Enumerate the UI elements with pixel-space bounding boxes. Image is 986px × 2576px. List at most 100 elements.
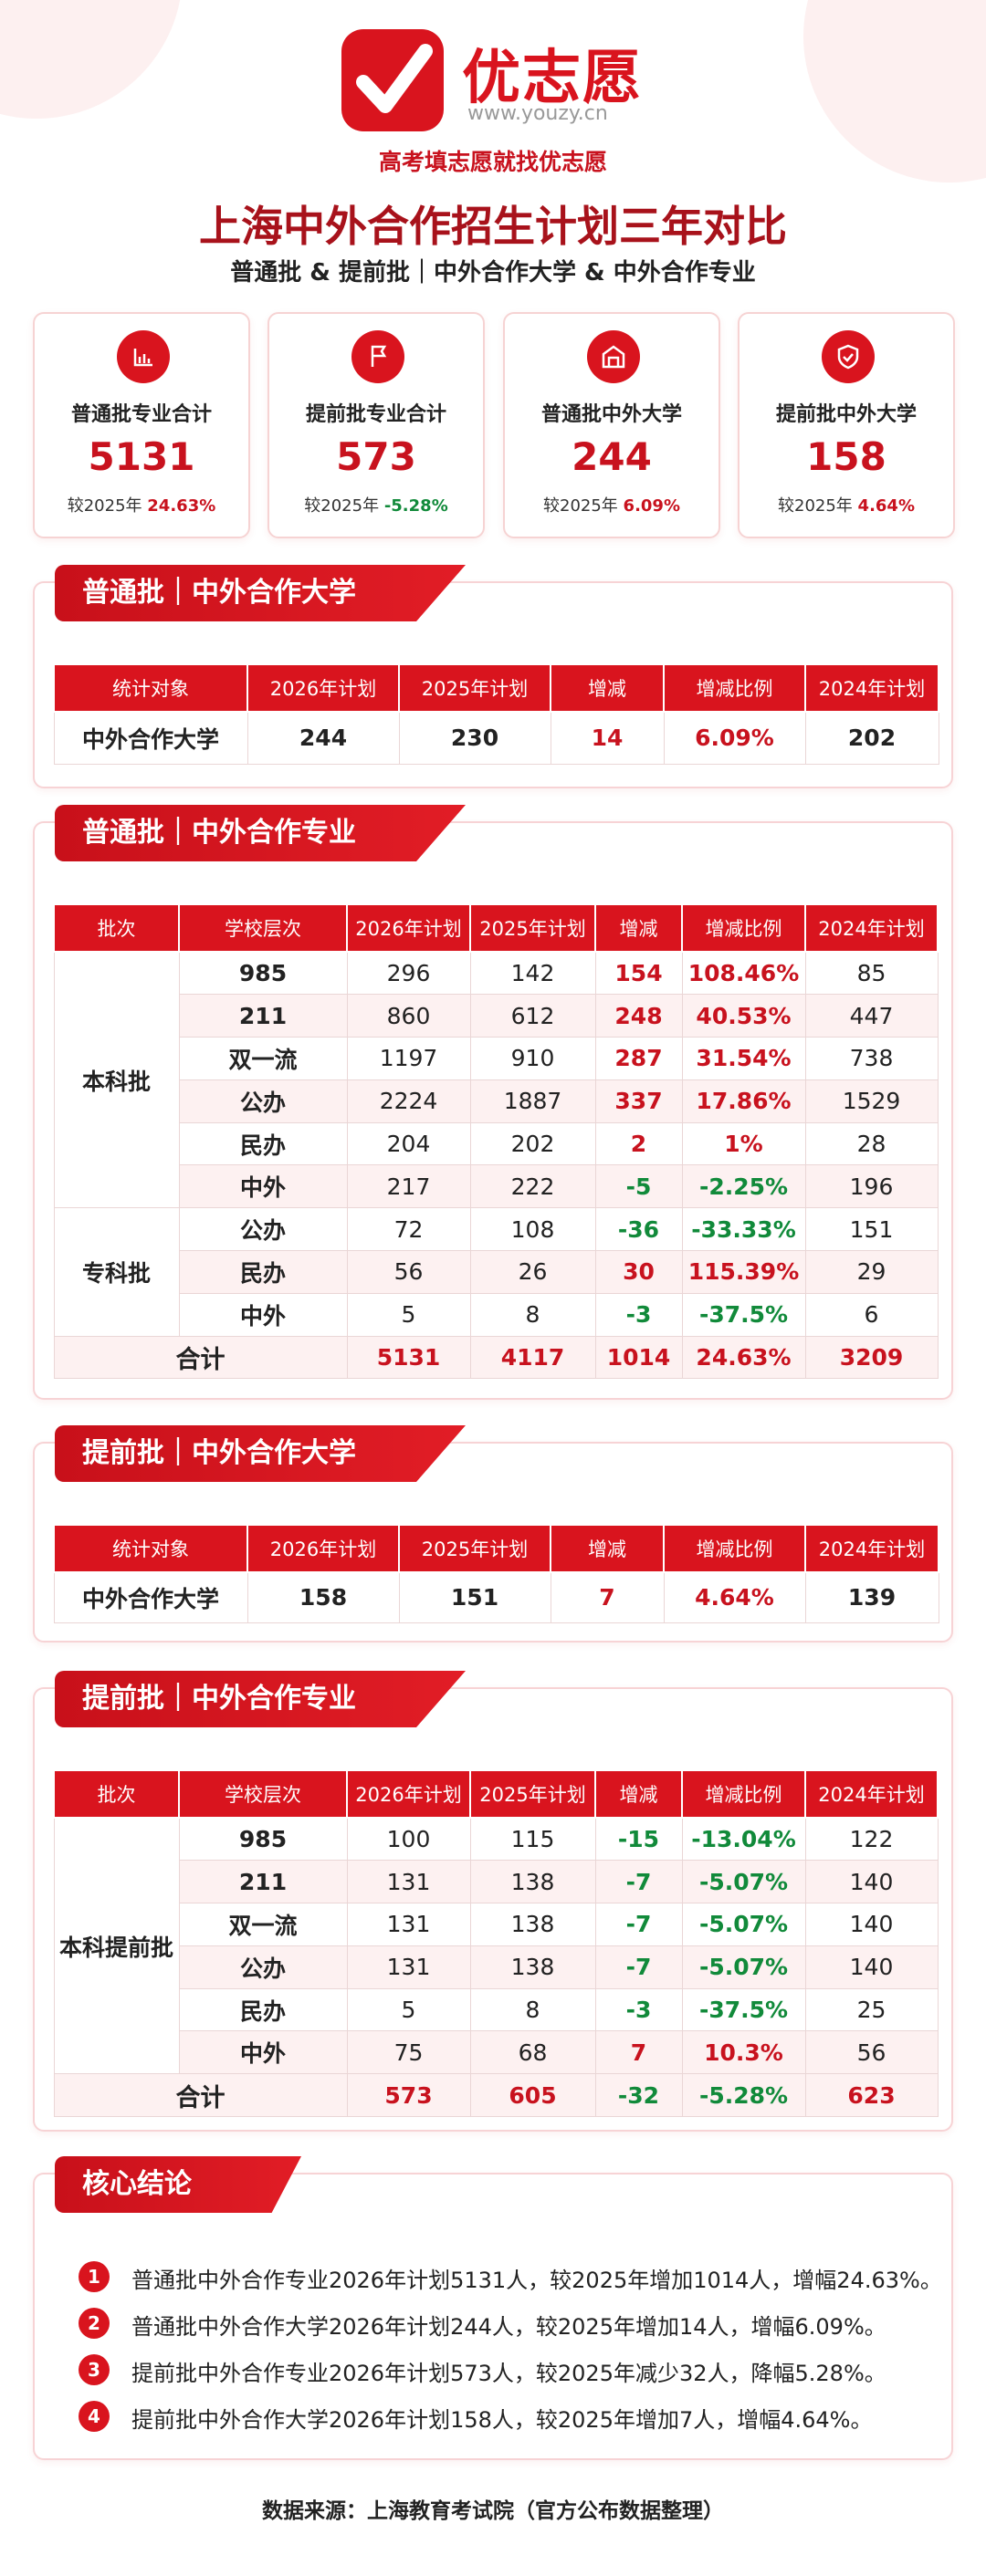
header-cell: 2024年计划 [804,1524,939,1573]
cell: 中外合作大学 [53,1571,248,1623]
cell: 151 [804,1207,939,1252]
stat-card: 提前批中外大学 158 较2025年 4.64% [738,312,955,538]
header-cell: 增减 [550,663,665,713]
cell: 115.39% [681,1250,806,1294]
card-compare: 较2025年 4.64% [740,493,953,516]
cell: 115 [469,1817,596,1862]
total-cell: 573 [346,2073,471,2118]
cell: 1887 [469,1079,596,1123]
data-row: 中外 217 222 -5 -2.25% 196 [54,1164,939,1209]
header-cell: 增减比例 [681,1769,806,1819]
brand: 优志愿 [462,45,643,112]
cell: 985 [178,1817,348,1862]
cell: 204 [346,1121,471,1166]
cell: 196 [804,1164,939,1209]
total-row: 合计 573 605 -32 -5.28% 623 [53,2073,939,2118]
cell: 860 [346,994,471,1038]
data-row: 中外合作大学 158 151 7 4.64% 139 [53,1571,939,1623]
cell: -5 [594,1164,683,1209]
total-cell: 合计 [53,1335,348,1380]
cell: 公办 [178,1079,348,1123]
item-text: 普通批中外合作大学2026年计划244人，较2025年增加14人，增幅6.09%… [131,2314,886,2340]
source: 数据来源：上海教育考试院（官方公布数据整理） [262,2499,724,2523]
card-value: 244 [572,434,652,479]
header-row: 统计对象 2026年计划 2025年计划 增减 增减比例 2024年计划 [53,1524,939,1573]
header-cell: 批次 [53,1769,180,1819]
cell: 211 [178,1860,348,1904]
header-cell: 2026年计划 [346,903,471,953]
cell: 140 [804,1903,939,1946]
cell: 29 [804,1250,939,1294]
cell: -37.5% [681,1292,806,1337]
cell: 140 [804,1860,939,1904]
total-cell: 3209 [804,1335,939,1380]
section-title: 普通批｜中外合作专业 [55,805,466,861]
title: 上海中外合作招生计划三年对比 [199,202,787,251]
compare-text: 较2025年 [543,496,618,516]
header-cell: 2026年计划 [246,1524,400,1573]
cell: 25 [804,1987,939,2032]
compare-text: 较2025年 [67,496,142,516]
cell: 108 [469,1207,596,1252]
cell: 287 [594,1037,683,1080]
data-row: 211 131 138 -7 -5.07% 140 [54,1860,939,1904]
header-cell: 增减 [550,1524,665,1573]
data-row: 公办 2224 1887 337 17.86% 1529 [54,1079,939,1123]
cell: 202 [469,1121,596,1166]
cell: 75 [346,2030,471,2075]
data-row: 专科批 公办 72 108 -36 -33.33% 151 [53,1207,939,1337]
cell: 72 [346,1207,471,1252]
card-value: 158 [806,434,886,479]
cell: 双一流 [178,1037,348,1080]
cell: 151 [398,1571,551,1623]
subtitle: 普通批 & 提前批｜中外合作大学 & 中外合作专业 [230,259,756,287]
card-label: 普通批中外大学 [540,403,682,426]
card-value: 5131 [88,434,195,479]
total-cell: 1014 [594,1335,683,1380]
cell: 68 [469,2030,596,2075]
cell: 738 [804,1037,939,1080]
cell: 公办 [178,1207,348,1252]
header-cell: 2026年计划 [346,1769,471,1819]
header-row: 统计对象 2026年计划 2025年计划 增减 增减比例 2024年计划 [53,663,939,713]
cell: 6.09% [663,711,806,765]
header-cell: 增减 [594,1769,683,1819]
logo [341,29,444,131]
header-cell: 2024年计划 [804,663,939,713]
cell: 296 [346,951,471,996]
cell: -5.07% [681,1945,806,1989]
cell: 108.46% [681,951,806,996]
header-cell: 增减比例 [663,1524,806,1573]
cell: 公办 [178,1945,348,1989]
cell: 31.54% [681,1037,806,1080]
header-cell: 增减 [594,903,683,953]
cell: 138 [469,1945,596,1989]
cell: 30 [594,1250,683,1294]
cell: 447 [804,994,939,1038]
cell: 142 [469,951,596,996]
card-compare: 较2025年 -5.28% [269,493,483,516]
header-cell: 学校层次 [178,903,348,953]
cell: 1197 [346,1037,471,1080]
item-number: 2 [79,2308,110,2339]
total-cell: 4117 [469,1335,596,1380]
cell: 2224 [346,1079,471,1123]
total-cell: 合计 [53,2073,348,2118]
data-row: 中外合作大学 244 230 14 6.09% 202 [53,711,939,765]
header-cell: 2025年计划 [469,1769,596,1819]
data-row: 中外 5 8 -3 -37.5% 6 [54,1292,939,1337]
cell: 138 [469,1860,596,1904]
header-cell: 批次 [53,903,180,953]
cell: 337 [594,1079,683,1123]
slogan: 高考填志愿就找优志愿 [378,149,607,175]
stat-card: 普通批中外大学 244 较2025年 6.09% [503,312,720,538]
data-row: 中外 75 68 7 10.3% 56 [54,2030,939,2075]
data-row: 本科批 985 296 142 154 108.46% 85 [53,951,939,1209]
cell: -36 [594,1207,683,1252]
cell: -5.07% [681,1903,806,1946]
cell: 中外 [178,1292,348,1337]
change: 24.63% [147,496,216,516]
section-box: 提前批｜中外合作大学 统计对象 2026年计划 2025年计划 增减 增减比例 2024年计… [33,1425,953,1643]
cell: 26 [469,1250,596,1294]
